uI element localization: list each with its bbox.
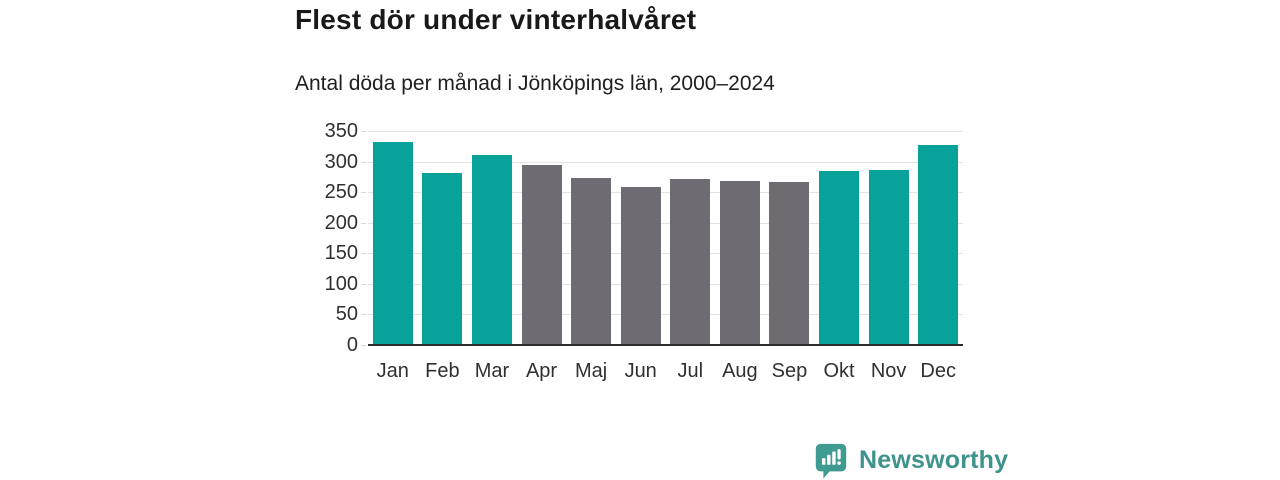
x-tick-label-maj: Maj [575,360,608,382]
bar-apr [521,165,562,345]
x-tick-label-jan: Jan [376,360,409,382]
y-tick-mark-300 [361,161,366,163]
x-tick-label-mar: Mar [474,360,510,382]
bar-chart-speech-bubble-icon [812,441,850,479]
gridline-200 [368,222,963,224]
x-tick-label-jul: Jul [677,360,704,382]
bar-feb [422,173,463,345]
bar-sep [769,182,810,345]
y-tick-mark-0 [361,345,366,346]
gridline-50 [368,314,963,316]
gridline-350 [368,131,963,132]
y-tick-label-100: 100 [324,272,358,295]
bar-mar [471,155,512,345]
x-tick-label-jun: Jun [624,360,657,382]
bar-okt [819,171,860,345]
y-tick-mark-250 [361,192,366,194]
y-tick-mark-50 [361,314,366,316]
y-tick-label-0: 0 [346,334,358,356]
chart-title: Flest dör under vinterhalvåret [295,4,697,35]
gridline-250 [368,192,963,194]
y-tick-label-150: 150 [324,242,358,265]
bar-nov [868,170,909,345]
brand-name: Newsworthy [859,445,1009,474]
x-tick-label-sep: Sep [771,360,808,382]
x-tick-label-feb: Feb [425,360,460,382]
gridline-100 [368,283,963,285]
chart-subtitle: Antal döda per månad i Jönköpings län, 2… [295,72,775,95]
y-tick-label-300: 300 [324,150,358,173]
x-tick-label-apr: Apr [525,360,558,382]
y-tick-label-250: 250 [324,181,358,204]
bar-jul [670,179,711,345]
gridline-300 [368,161,963,163]
y-tick-label-50: 50 [335,303,358,326]
bar-maj [571,178,612,345]
bar-dec [918,145,959,345]
y-tick-mark-150 [361,253,366,255]
y-tick-label-350: 350 [324,120,358,142]
bar-aug [719,181,760,345]
x-axis-baseline [368,344,963,346]
x-tick-label-okt: Okt [823,360,855,382]
y-tick-mark-350 [361,131,366,132]
newsworthy-logo[interactable]: Newsworthy [812,441,1008,479]
y-tick-label-200: 200 [324,211,358,234]
y-tick-mark-100 [361,283,366,285]
bar-jun [620,187,661,345]
gridline-150 [368,253,963,255]
x-tick-label-aug: Aug [722,360,758,382]
y-tick-mark-200 [361,222,366,224]
x-tick-label-nov: Nov [870,360,907,382]
bar-jan [372,142,413,345]
x-tick-label-dec: Dec [920,360,956,382]
